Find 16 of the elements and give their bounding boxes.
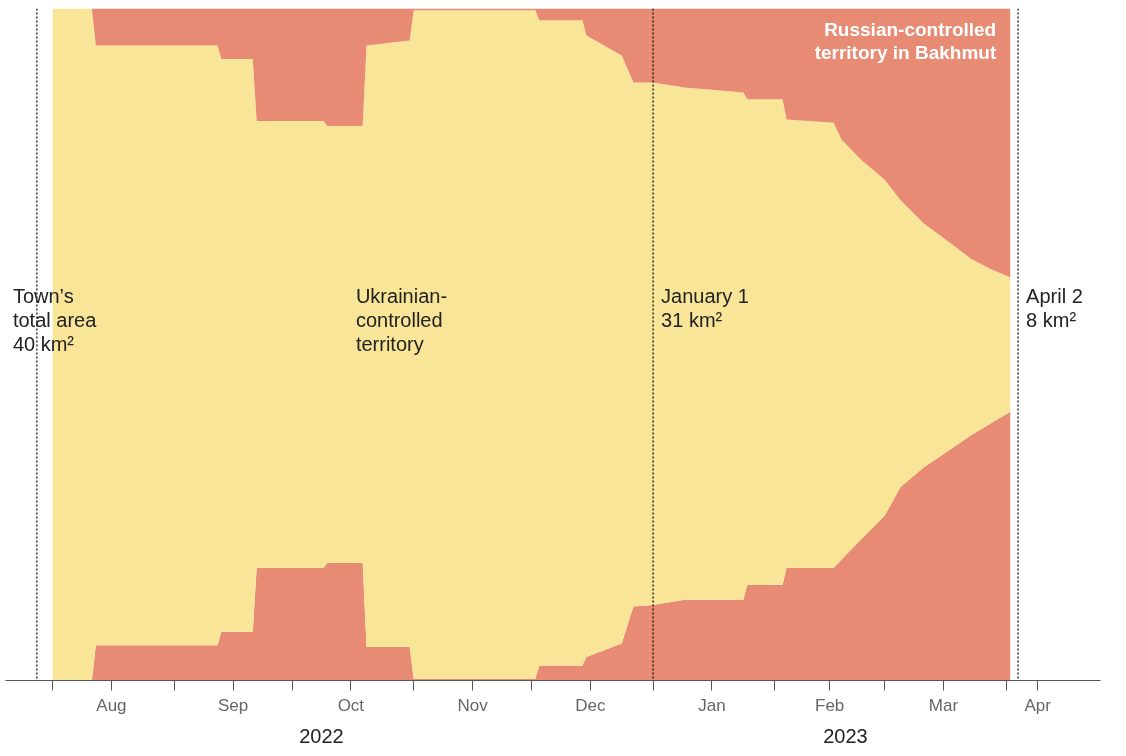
- x-tick-label: Feb: [815, 695, 845, 715]
- x-tick-label: Sep: [218, 695, 249, 715]
- x-tick-label: Nov: [457, 695, 489, 715]
- ref-line-label: Town’s total area 40 km²: [12, 284, 98, 355]
- x-tick-label: Dec: [575, 695, 606, 715]
- text: 2023: [823, 724, 868, 747]
- x-tick-label: Oct: [337, 695, 365, 715]
- series-label: Ukrainian- controlled territory: [355, 284, 448, 355]
- x-tick-label: Aug: [96, 695, 127, 715]
- x-tick-label: Apr: [1024, 695, 1052, 715]
- ref-line-label: January 1 31 km²: [661, 284, 749, 331]
- series-label: Russian-controlled territory in Bakhmut: [814, 18, 997, 63]
- x-tick-label: Mar: [928, 695, 959, 715]
- x-tick-label: Jan: [698, 695, 726, 715]
- ref-line-label: April 2 8 km²: [1026, 284, 1083, 331]
- text: 2022: [299, 724, 344, 747]
